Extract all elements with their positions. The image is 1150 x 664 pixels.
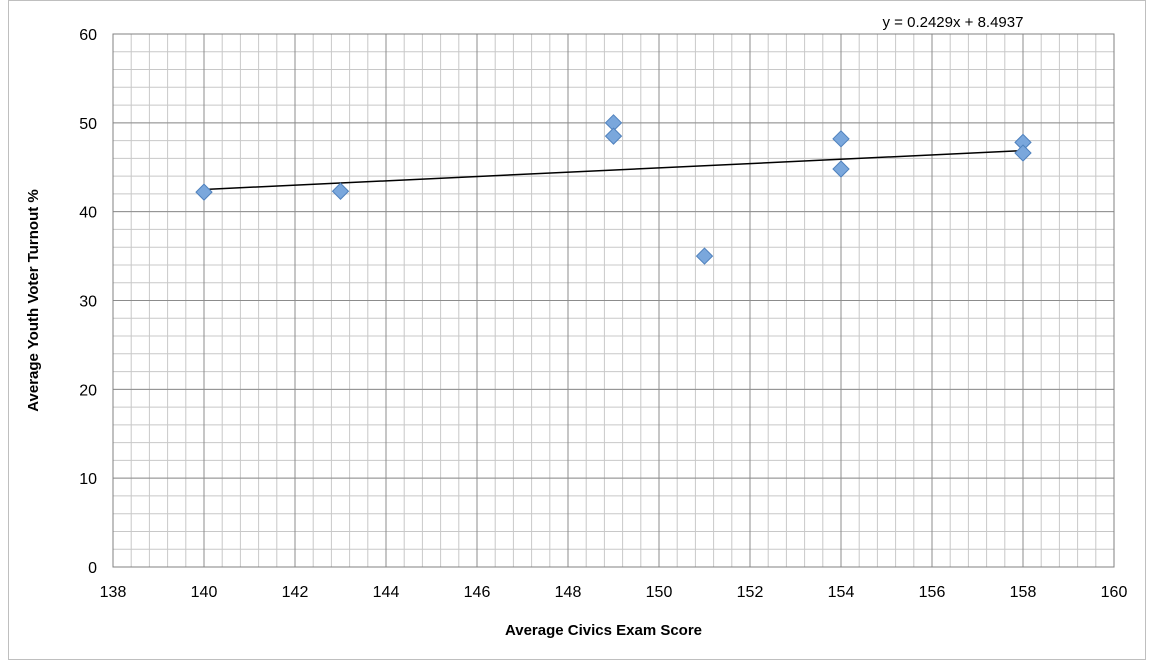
data-point bbox=[604, 127, 623, 145]
x-tick-label: 160 bbox=[1101, 584, 1128, 601]
trendline bbox=[203, 149, 1024, 191]
x-tick-label: 148 bbox=[555, 584, 582, 601]
x-tick-label: 158 bbox=[1010, 584, 1037, 601]
data-point bbox=[195, 183, 213, 201]
y-tick-label: 10 bbox=[79, 471, 97, 488]
data-point bbox=[832, 160, 850, 178]
x-tick-label: 146 bbox=[464, 584, 491, 601]
x-tick-label: 140 bbox=[191, 584, 218, 601]
plot-area-border bbox=[112, 33, 1115, 568]
x-axis-title: Average Civics Exam Score bbox=[505, 622, 702, 639]
y-tick-label: 60 bbox=[79, 27, 97, 44]
x-tick-label: 150 bbox=[646, 584, 673, 601]
x-tick-label: 154 bbox=[828, 584, 855, 601]
y-axis-tick-labels: 0 10 20 30 40 50 60 bbox=[79, 27, 97, 577]
x-tick-label: 152 bbox=[737, 584, 764, 601]
data-point bbox=[695, 247, 714, 265]
x-axis-tick-labels: 138 140 142 144 146 148 150 152 154 156 158 160 bbox=[100, 584, 1128, 601]
y-axis-title: Average Youth Voter Turnout % bbox=[25, 189, 42, 412]
x-tick-label: 156 bbox=[919, 584, 946, 601]
data-point bbox=[832, 130, 850, 148]
y-tick-label: 30 bbox=[79, 294, 97, 311]
data-point bbox=[331, 182, 350, 200]
y-tick-label: 0 bbox=[88, 560, 97, 577]
y-tick-label: 40 bbox=[79, 205, 97, 222]
y-tick-label: 20 bbox=[79, 382, 97, 399]
data-point bbox=[1014, 144, 1032, 162]
major-gridlines bbox=[112, 33, 1115, 568]
trendline-equation: y = 0.2429x + 8.4937 bbox=[883, 14, 1024, 31]
chart-frame bbox=[8, 0, 1146, 660]
x-tick-label: 144 bbox=[373, 584, 400, 601]
x-tick-label: 138 bbox=[100, 584, 127, 601]
y-tick-label: 50 bbox=[79, 116, 97, 133]
data-points bbox=[195, 114, 1032, 265]
x-tick-label: 142 bbox=[282, 584, 309, 601]
